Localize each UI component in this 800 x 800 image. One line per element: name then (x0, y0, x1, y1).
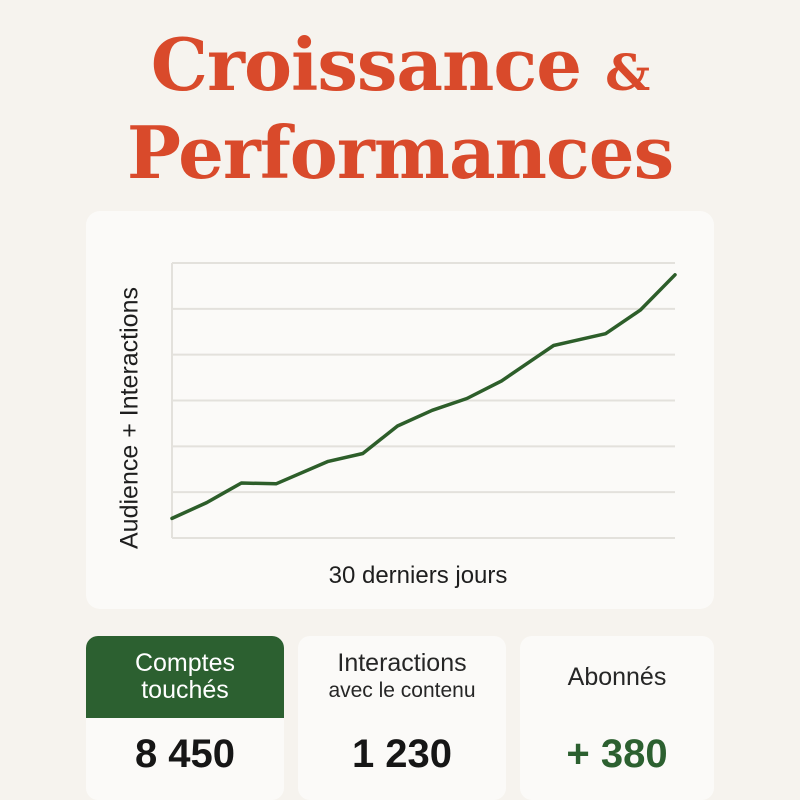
series-line (170, 273, 677, 521)
page-title: Croissance & Performances (0, 29, 800, 189)
title-line-2: Performances (126, 110, 674, 196)
stat-card-followers[interactable]: Abonnés + 380 (520, 636, 714, 800)
title-ampersand: & (605, 43, 650, 103)
stat-label-line-1: Comptes (134, 649, 236, 677)
title-line-1: Croissance & (0, 29, 800, 101)
stat-label-line-2: touchés (141, 676, 229, 704)
stat-label-line-1: Abonnés (567, 662, 667, 691)
title-word-croissance: Croissance (150, 22, 582, 108)
stat-card-header: Abonnés (520, 636, 714, 718)
chart-card (86, 211, 714, 609)
x-axis-label: 30 derniers jours (328, 562, 508, 589)
stat-card-header: Interactions avec le contenu (298, 636, 506, 718)
y-axis-label: Audience + Interactions (115, 287, 144, 549)
stat-value-followers: + 380 (566, 732, 668, 776)
stat-card-reach[interactable]: Comptes touchés 8 450 (86, 636, 284, 800)
line-chart (170, 262, 677, 539)
stat-value-reach: 8 450 (134, 732, 236, 776)
stat-label-line-1: Interactions (337, 649, 467, 677)
stat-value-interactions: 1 230 (351, 732, 453, 776)
stat-card-interactions[interactable]: Interactions avec le contenu 1 230 (298, 636, 506, 800)
stat-label-line-2: avec le contenu (328, 679, 476, 702)
stat-card-header: Comptes touchés (86, 636, 284, 718)
